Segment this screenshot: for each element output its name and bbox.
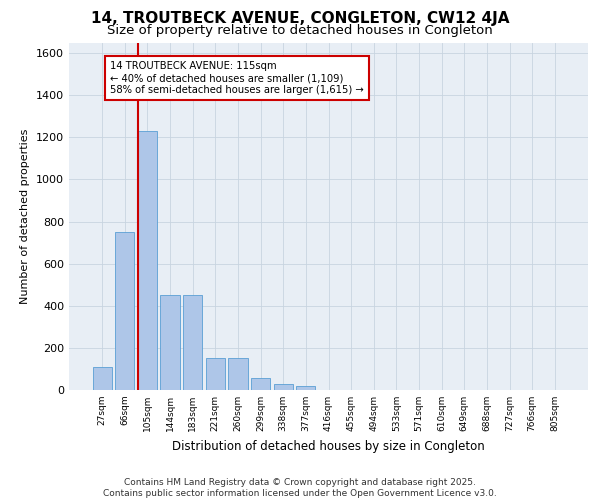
Bar — [115, 232, 134, 390]
Bar — [138, 131, 157, 390]
X-axis label: Distribution of detached houses by size in Congleton: Distribution of detached houses by size … — [172, 440, 485, 452]
Bar — [206, 358, 225, 390]
Bar — [274, 384, 293, 390]
Bar — [229, 358, 248, 390]
Bar — [92, 367, 112, 390]
Bar — [296, 386, 316, 390]
Text: Size of property relative to detached houses in Congleton: Size of property relative to detached ho… — [107, 24, 493, 37]
Text: 14 TROUTBECK AVENUE: 115sqm
← 40% of detached houses are smaller (1,109)
58% of : 14 TROUTBECK AVENUE: 115sqm ← 40% of det… — [110, 62, 364, 94]
Y-axis label: Number of detached properties: Number of detached properties — [20, 128, 31, 304]
Bar — [183, 295, 202, 390]
Text: Contains HM Land Registry data © Crown copyright and database right 2025.
Contai: Contains HM Land Registry data © Crown c… — [103, 478, 497, 498]
Text: 14, TROUTBECK AVENUE, CONGLETON, CW12 4JA: 14, TROUTBECK AVENUE, CONGLETON, CW12 4J… — [91, 11, 509, 26]
Bar — [251, 378, 270, 390]
Bar — [160, 295, 180, 390]
